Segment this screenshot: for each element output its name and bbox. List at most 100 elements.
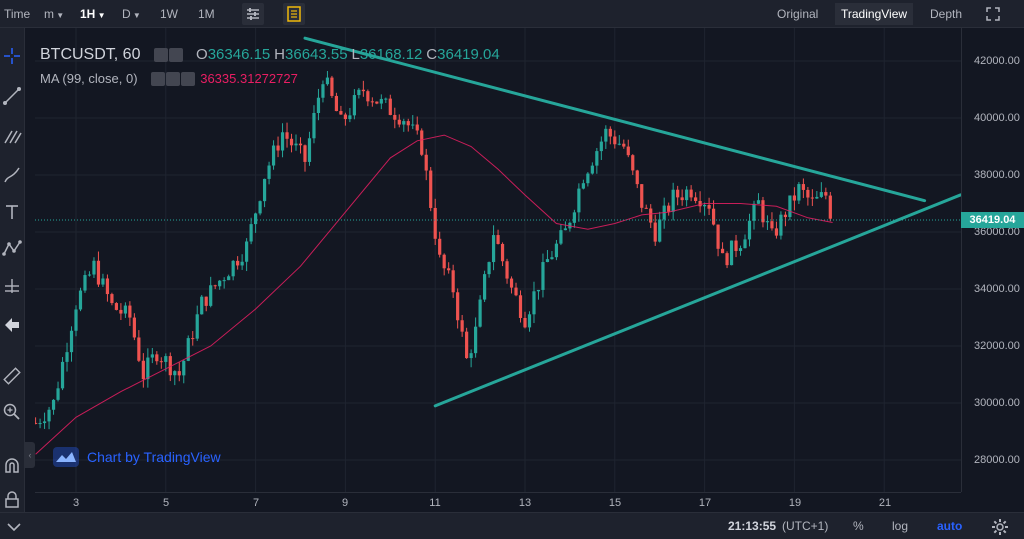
candle-body: [698, 200, 702, 207]
candle-body: [783, 214, 788, 218]
interval-week-button[interactable]: 1W: [160, 7, 178, 21]
fullscreen-icon[interactable]: [982, 3, 1004, 25]
hide-ma-icon[interactable]: [151, 72, 166, 87]
candle-body: [402, 121, 406, 125]
candle-body: [518, 295, 523, 318]
log-scale-toggle[interactable]: log: [892, 519, 909, 533]
candle-body: [65, 352, 69, 362]
candle-body: [689, 189, 693, 198]
candle-body: [330, 77, 334, 96]
indicators-icon[interactable]: [283, 3, 305, 25]
price-tick: 36000.00: [974, 226, 1020, 238]
gear-icon[interactable]: [990, 517, 1010, 537]
candle-body: [658, 219, 662, 242]
candle-body: [779, 214, 783, 236]
price-chart[interactable]: [35, 28, 961, 492]
candle-body: [321, 84, 325, 98]
candle-body: [92, 260, 96, 275]
view-depth-button[interactable]: Depth: [930, 7, 963, 21]
candle-body: [734, 240, 738, 251]
magnet-icon[interactable]: [0, 454, 24, 478]
price-tick: 30000.00: [974, 397, 1020, 409]
hide-series-icon[interactable]: [154, 48, 169, 63]
candle-body: [774, 228, 779, 236]
trend-line-icon[interactable]: [0, 84, 24, 108]
candle-body: [307, 138, 312, 162]
candle-body: [703, 204, 707, 207]
clock: 21:13:55: [728, 519, 777, 533]
candle-body: [78, 290, 83, 310]
candle-body: [460, 320, 464, 332]
low-label: L: [351, 46, 360, 63]
time-tick: 19: [788, 497, 802, 509]
ma-line: [35, 134, 833, 455]
candle-body: [631, 155, 635, 171]
candle-body: [649, 208, 653, 223]
candle-body: [716, 224, 720, 249]
auto-scale-toggle[interactable]: auto: [937, 519, 963, 533]
collapse-bottom-icon[interactable]: [4, 517, 24, 537]
candle-body: [505, 261, 509, 279]
candle-body: [581, 183, 585, 189]
timezone-selector[interactable]: (UTC+1): [782, 519, 829, 533]
candle-body: [357, 89, 361, 96]
price-axis[interactable]: 42000.00 40000.00 38000.00 36000.00 3400…: [961, 28, 1024, 492]
zoom-in-icon[interactable]: [0, 400, 24, 424]
candle-body: [119, 309, 123, 314]
candle-body: [752, 203, 756, 221]
candle-body: [738, 248, 743, 251]
interval-day-button[interactable]: D ▼: [122, 7, 141, 21]
ma-settings-icon[interactable]: [166, 72, 181, 87]
candle-body: [388, 98, 392, 115]
candle-body: [339, 111, 343, 115]
settings-sliders-icon[interactable]: [242, 3, 264, 25]
candle-body: [640, 184, 644, 208]
candle-body: [177, 371, 181, 376]
pattern-icon[interactable]: [0, 236, 24, 260]
candle-body: [469, 353, 473, 359]
candle-body: [415, 124, 419, 131]
ma-value: 36335.31272727: [200, 71, 298, 86]
brush-icon[interactable]: [0, 163, 24, 187]
lock-icon[interactable]: [0, 488, 24, 512]
candle-body: [218, 280, 222, 287]
candle-body: [411, 124, 415, 126]
tradingview-watermark[interactable]: Chart by TradingView: [53, 447, 221, 467]
candle-body: [245, 241, 249, 262]
view-tradingview-button[interactable]: TradingView: [835, 3, 914, 25]
candle-body: [586, 173, 590, 184]
tradingview-logo-icon: [53, 447, 79, 467]
ruler-icon[interactable]: [0, 364, 24, 388]
crosshair-icon[interactable]: [0, 44, 24, 68]
interval-month-button[interactable]: 1M: [198, 7, 215, 21]
candle-body: [613, 136, 617, 145]
candle-body: [231, 260, 235, 277]
candle-body: [334, 95, 339, 112]
candle-body: [375, 101, 379, 104]
candle-body: [653, 222, 657, 242]
candle-body: [150, 354, 154, 358]
candle-body: [276, 145, 280, 151]
candle-body: [617, 143, 621, 145]
interval-minutes-button[interactable]: m ▼: [44, 7, 65, 21]
candle-body: [487, 262, 491, 275]
candle-body: [141, 360, 145, 380]
time-tick: 17: [698, 497, 712, 509]
series-settings-icon[interactable]: [169, 48, 184, 63]
remove-ma-icon[interactable]: [181, 72, 196, 87]
view-original-button[interactable]: Original: [777, 7, 819, 21]
collapse-toolbar-button[interactable]: ‹: [25, 442, 35, 468]
candle-body: [626, 146, 630, 156]
candle-body: [249, 224, 253, 242]
measure-icon[interactable]: [0, 274, 24, 298]
percent-scale-toggle[interactable]: %: [853, 519, 864, 533]
text-tool-icon[interactable]: [0, 200, 24, 224]
time-axis[interactable]: 3 5 7 9 11 13 15 17 19 21: [35, 492, 961, 512]
time-tick: 11: [429, 497, 441, 509]
interval-1h-button[interactable]: 1H ▼: [80, 7, 106, 21]
close-value: 36419.04: [437, 46, 500, 63]
pitchfork-icon[interactable]: [0, 124, 24, 148]
candle-body: [87, 274, 92, 276]
candle-body: [429, 170, 433, 208]
back-arrow-icon[interactable]: [0, 313, 24, 337]
